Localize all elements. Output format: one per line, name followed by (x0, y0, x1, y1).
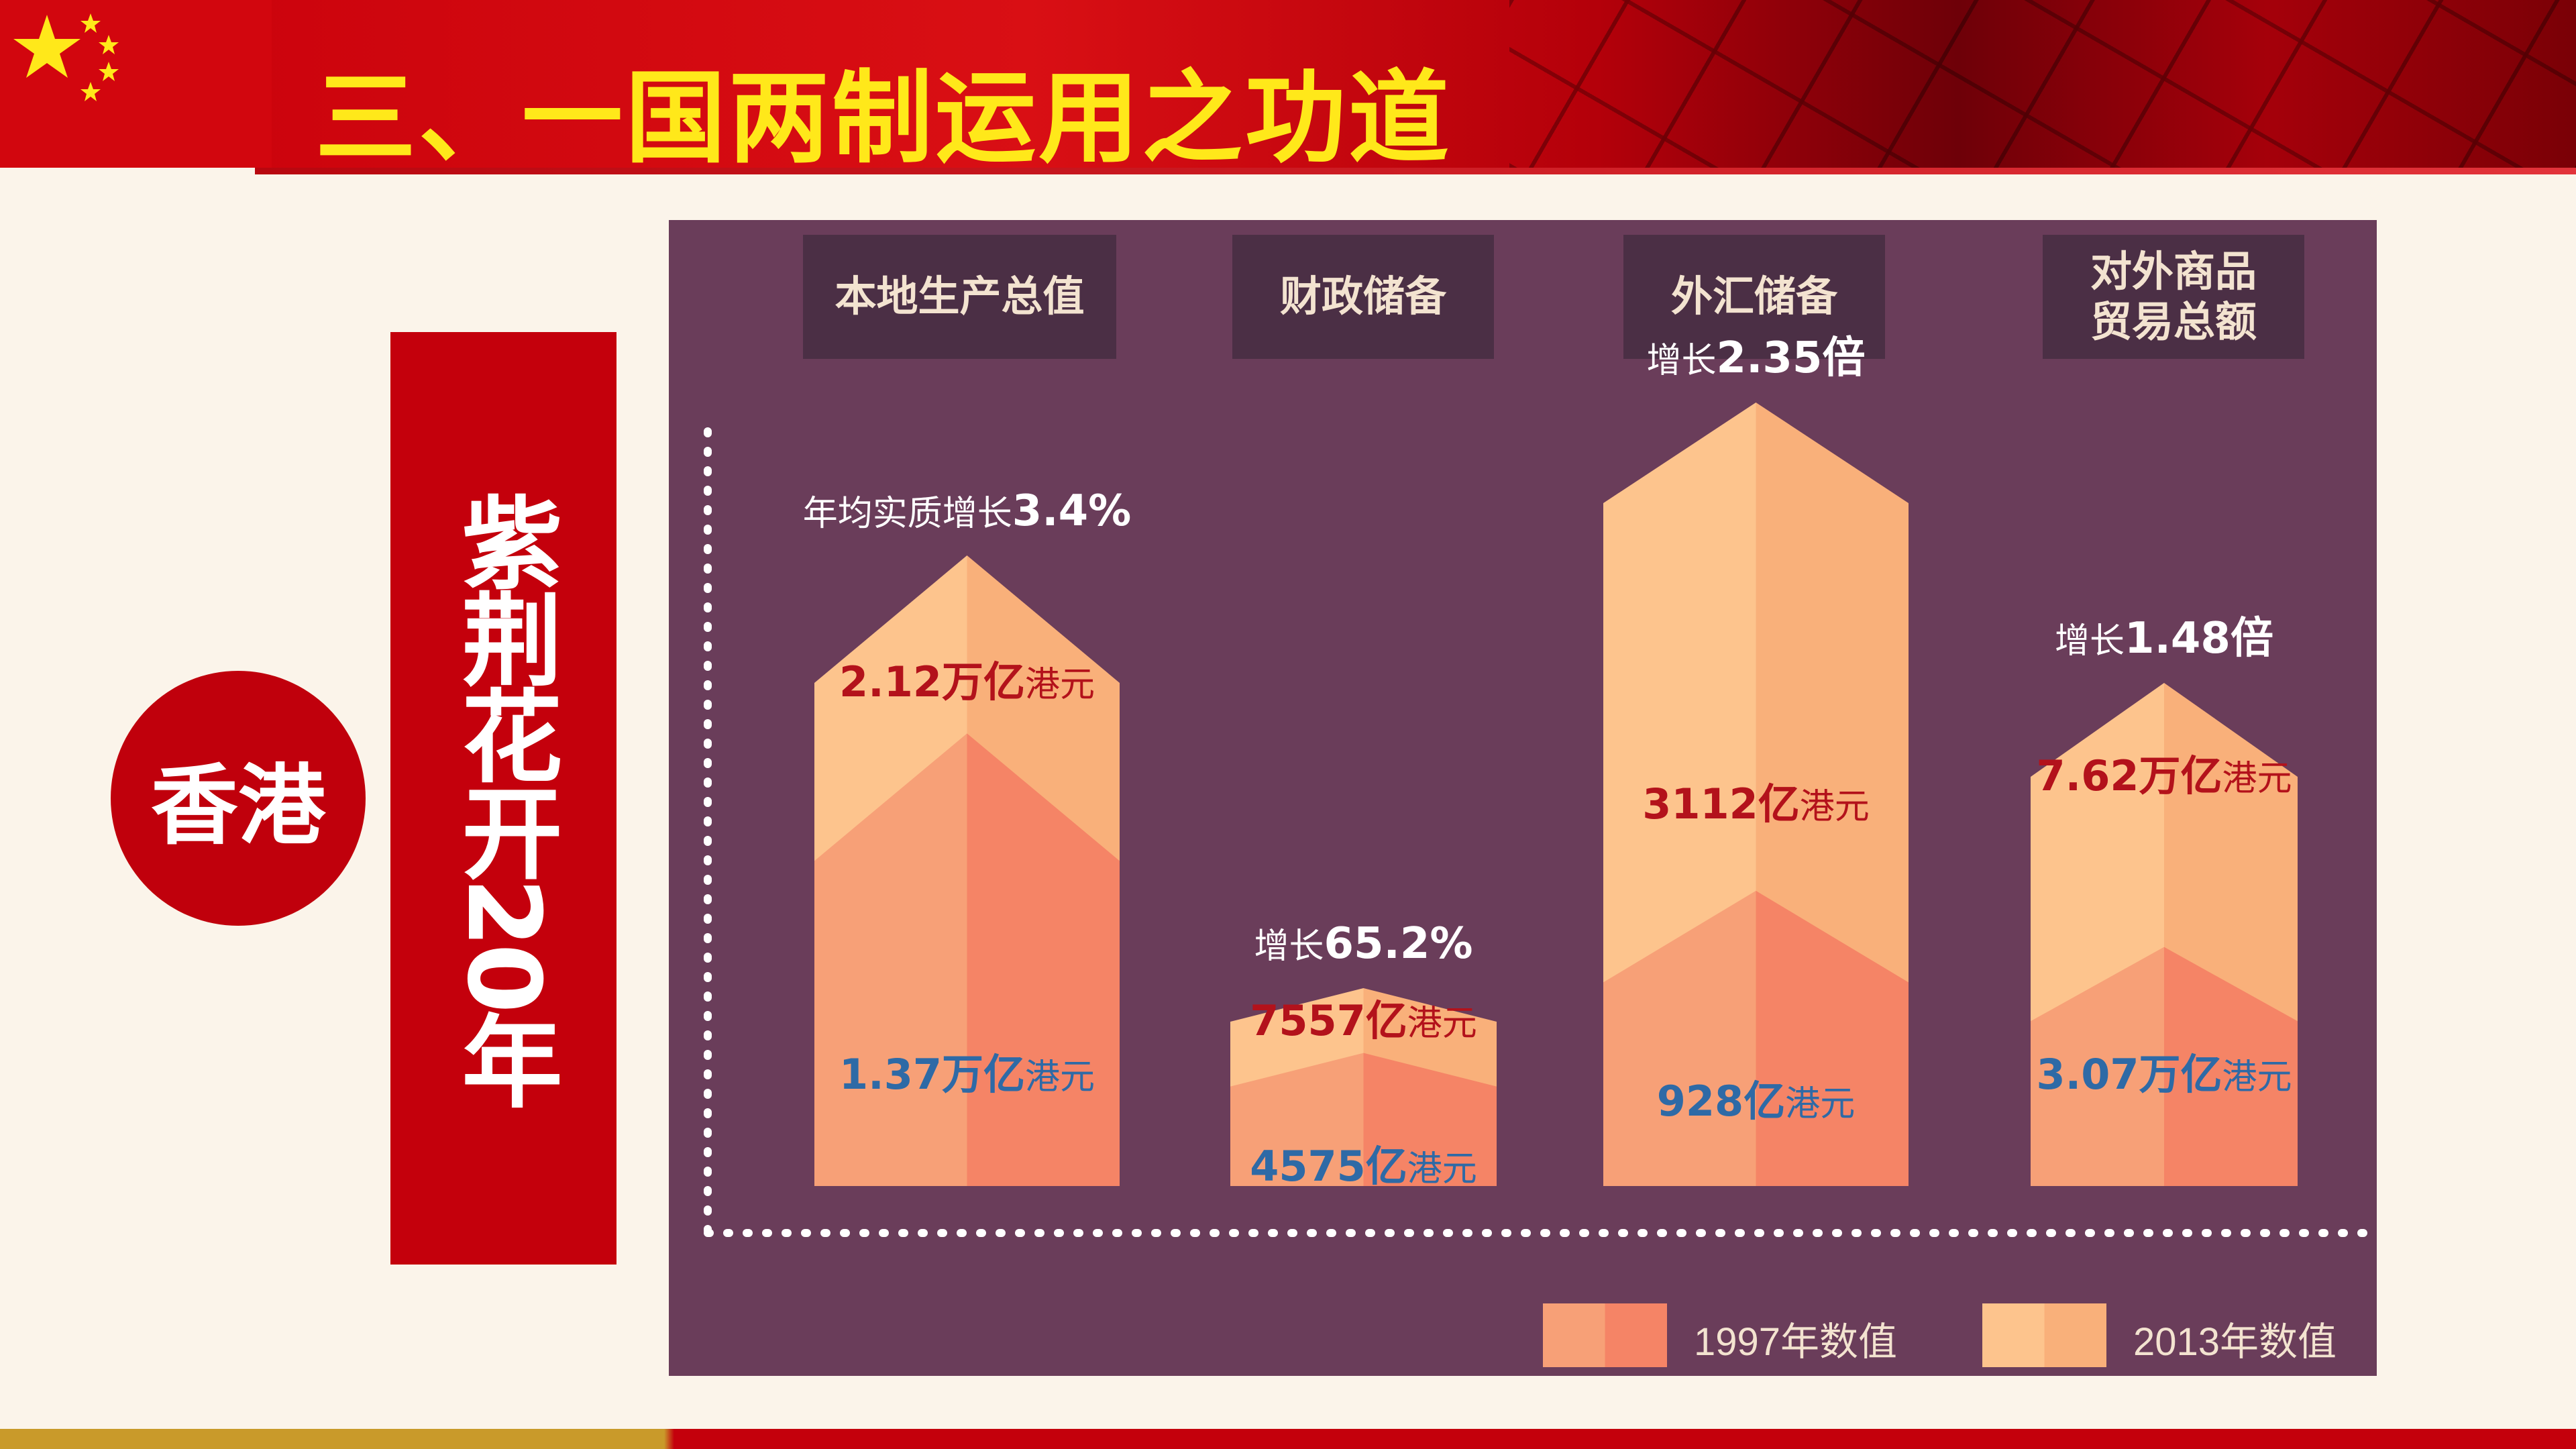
hong-kong-label: 香港 (150, 755, 325, 857)
category-box-trade: 对外商品 贸易总额 (2043, 235, 2304, 359)
data-label-2013: 7.62万亿港元 (2037, 751, 2292, 800)
legend-label-2013: 2013年数值 (2133, 1320, 2337, 1364)
header-bar (0, 0, 2576, 168)
category-box-fiscal-reserves: 财政储备 (1232, 235, 1494, 359)
category-box-fx-reserves: 外汇储备 (1623, 235, 1885, 359)
growth-label: 增长1.48倍 (2055, 614, 2273, 663)
data-label-1997: 4575亿港元 (1250, 1142, 1477, 1191)
header-decoration (1509, 0, 2576, 168)
legend-label-1997: 1997年数值 (1694, 1320, 1898, 1364)
bar-1997-right-face (2164, 947, 2298, 1186)
bar-1997-left-face (814, 733, 967, 1186)
data-label-2013: 3112亿港元 (1642, 780, 1870, 828)
header-divider (255, 168, 2576, 174)
bar-1997-right-face (1363, 1053, 1497, 1186)
chart-panel: 本地生产总值 财政储备 外汇储备 对外商品 贸易总额 2.12万亿港元 1.37万… (669, 220, 2377, 1376)
vertical-banner: 紫荆花开20年 (390, 332, 616, 1265)
flag-stars-icon (13, 13, 119, 101)
data-label-1997: 928亿港元 (1657, 1077, 1855, 1126)
category-label: 财政储备 (1279, 272, 1446, 321)
growth-label: 年均实质增长3.4% (803, 486, 1132, 536)
hong-kong-badge: 香港 (111, 671, 366, 926)
data-label-1997: 3.07万亿港元 (2037, 1050, 2292, 1099)
category-box-gdp: 本地生产总值 (803, 235, 1116, 359)
data-label-1997: 1.37万亿港元 (839, 1050, 1095, 1099)
category-label: 外汇储备 (1670, 272, 1837, 321)
bar-1997-right-face (1756, 890, 1909, 1186)
category-label: 本地生产总值 (835, 272, 1085, 321)
growth-label: 增长2.35倍 (1647, 333, 1866, 383)
page-title: 三、一国两制运用之功道 (315, 60, 1452, 177)
data-label-2013: 2.12万亿港元 (839, 657, 1095, 706)
bar-1997-left-face (1603, 890, 1756, 1186)
bottom-strip (0, 1429, 2576, 1449)
bar-1997-right-face (967, 733, 1120, 1186)
bar-1997-left-face (1230, 1053, 1364, 1186)
bar-1997-left-face (2031, 947, 2164, 1186)
data-label-2013: 7557亿港元 (1250, 996, 1477, 1045)
category-label: 对外商品 贸易总额 (2090, 247, 2257, 346)
legend-swatch-2013 (1982, 1303, 2106, 1367)
vertical-banner-text: 紫荆花开20年 (445, 490, 561, 1106)
growth-label: 增长65.2% (1254, 919, 1472, 969)
legend-swatch-1997 (1543, 1303, 1667, 1367)
